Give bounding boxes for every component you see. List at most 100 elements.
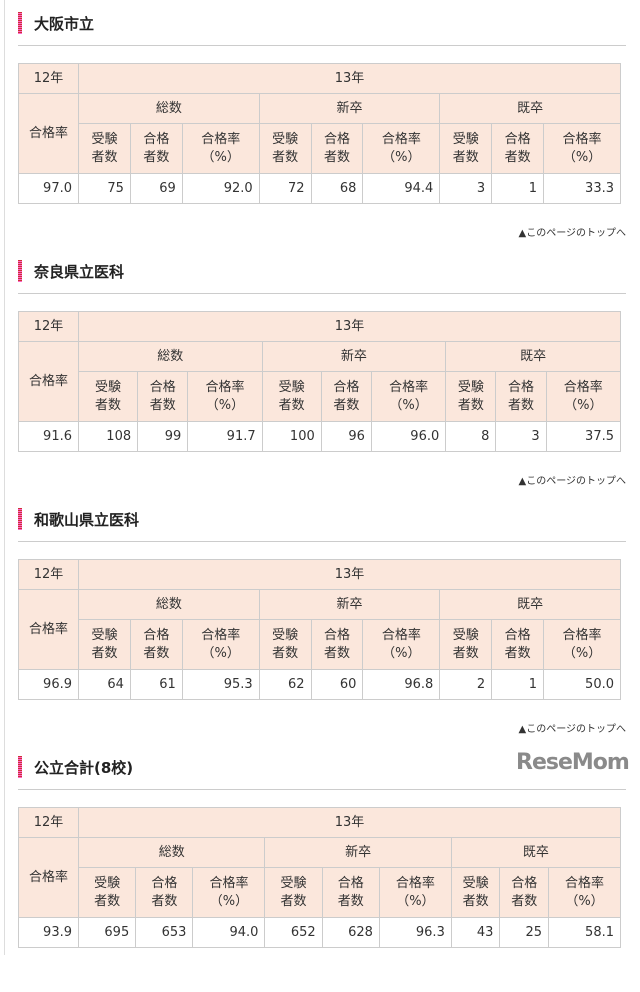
- column-header: 合格率 （%）: [543, 123, 621, 174]
- prev-year-header: 12年: [18, 559, 79, 590]
- column-header: 受験 者数: [264, 867, 323, 918]
- column-header: 受験 者数: [78, 619, 131, 670]
- table-cell: 94.4: [362, 173, 441, 204]
- cur-year-header: 13年: [78, 311, 621, 342]
- pass-rate-header: 合格率: [18, 341, 79, 422]
- group-header: 総数: [77, 837, 266, 868]
- table-cell: 92.0: [181, 173, 260, 204]
- page-top-link[interactable]: ▲このページのトップへ: [518, 724, 627, 735]
- column-header: 合格率 （%）: [192, 867, 266, 918]
- table-cell: 43: [450, 917, 501, 948]
- table-cell: 95.3: [181, 669, 260, 700]
- table-cell: 3: [439, 173, 493, 204]
- table-cell: 69: [129, 173, 183, 204]
- column-header: 受験 者数: [439, 619, 493, 670]
- school-section: 公立合計(8校) 12年 13年 合格率 総数 新卒 既卒 受験 者数 合格 者数 合格率 （%…: [0, 744, 640, 992]
- group-header: 既卒: [445, 341, 621, 372]
- group-header: 新卒: [264, 837, 452, 868]
- cur-year-header: 13年: [78, 807, 621, 838]
- section-heading: 和歌山県立医科: [18, 506, 139, 532]
- table-cell: 96.9: [18, 669, 79, 700]
- page-border: [4, 0, 5, 955]
- heading-marker-icon: [18, 508, 22, 530]
- column-header: 合格 者数: [321, 867, 380, 918]
- column-header: 合格 者数: [320, 371, 372, 422]
- table-cell: 96.0: [370, 421, 447, 452]
- group-header: 既卒: [439, 93, 621, 124]
- column-header: 受験 者数: [450, 867, 501, 918]
- pass-rate-header: 合格率: [18, 837, 79, 918]
- table-cell: 96: [320, 421, 372, 452]
- group-header: 既卒: [439, 589, 621, 620]
- cur-year-header: 13年: [78, 559, 621, 590]
- column-header: 合格 者数: [310, 619, 364, 670]
- table-cell: 93.9: [18, 917, 79, 948]
- results-table: 12年 13年 合格率 総数 新卒 既卒 受験 者数 合格 者数 合格率 （%） 受験 者数 合格 者数…: [18, 63, 621, 204]
- section-title: 公立合計(8校): [34, 758, 134, 777]
- school-section: 奈良県立医科 12年 13年 合格率 総数 新卒 既卒 受験 者数 合格 者数 合格率 （%）受…: [0, 248, 640, 496]
- section-title: 奈良県立医科: [34, 262, 125, 281]
- column-header: 合格率 （%）: [370, 371, 447, 422]
- column-header: 合格率 （%）: [362, 619, 441, 670]
- divider: [18, 789, 626, 790]
- column-header: 合格 者数: [491, 123, 545, 174]
- group-header: 新卒: [261, 341, 447, 372]
- column-header: 合格率 （%）: [545, 371, 622, 422]
- divider: [18, 45, 626, 46]
- column-header: 受験 者数: [258, 619, 312, 670]
- school-section: 大阪市立 12年 13年 合格率 総数 新卒 既卒 受験 者数 合格 者数 合格率 （%） 受験者…: [0, 0, 640, 248]
- table-cell: 50.0: [543, 669, 621, 700]
- school-section: 和歌山県立医科 12年 13年 合格率 総数 新卒 既卒 受験 者数 合格 者数 合格率 （%）…: [0, 496, 640, 744]
- table-cell: 3: [495, 421, 547, 452]
- table-cell: 1: [491, 669, 545, 700]
- table-cell: 99: [137, 421, 189, 452]
- column-header: 合格 者数: [491, 619, 545, 670]
- cur-year-header: 13年: [78, 63, 621, 94]
- table-cell: 695: [77, 917, 137, 948]
- prev-year-header: 12年: [18, 63, 79, 94]
- prev-year-header: 12年: [18, 311, 79, 342]
- table-cell: 1: [491, 173, 545, 204]
- column-header: 合格率 （%）: [187, 371, 263, 422]
- column-header: 合格率 （%）: [362, 123, 441, 174]
- group-header: 総数: [78, 589, 260, 620]
- page-top-link[interactable]: ▲このページのトップへ: [518, 228, 627, 239]
- heading-marker-icon: [18, 260, 22, 282]
- group-header: 新卒: [258, 93, 441, 124]
- group-header: 総数: [78, 93, 260, 124]
- table-cell: 33.3: [543, 173, 621, 204]
- table-cell: 100: [261, 421, 322, 452]
- divider: [18, 293, 626, 294]
- column-header: 合格 者数: [495, 371, 547, 422]
- column-header: 合格率 （%）: [378, 867, 452, 918]
- results-table: 12年 13年 合格率 総数 新卒 既卒 受験 者数 合格 者数 合格率 （%） 受験 者数 合格 者数…: [18, 559, 621, 700]
- table-cell: 64: [78, 669, 131, 700]
- section-title: 和歌山県立医科: [34, 510, 140, 529]
- column-header: 受験 者数: [77, 867, 137, 918]
- column-header: 合格 者数: [310, 123, 364, 174]
- table-cell: 94.0: [192, 917, 266, 948]
- column-header: 受験 者数: [78, 123, 131, 174]
- table-cell: 653: [135, 917, 194, 948]
- table-cell: 62: [258, 669, 312, 700]
- heading-marker-icon: [18, 756, 22, 778]
- section-heading: 大阪市立: [18, 10, 94, 36]
- results-table: 12年 13年 合格率 総数 新卒 既卒 受験 者数 合格 者数 合格率 （%） 受験 者数 合格 者数…: [18, 807, 622, 948]
- page-top-link[interactable]: ▲このページのトップへ: [518, 476, 627, 487]
- table-cell: 68: [310, 173, 364, 204]
- column-header: 受験 者数: [439, 123, 493, 174]
- table-cell: 91.6: [18, 421, 79, 452]
- column-header: 受験 者数: [258, 123, 312, 174]
- table-cell: 96.8: [362, 669, 441, 700]
- pass-rate-header: 合格率: [18, 93, 79, 174]
- table-cell: 97.0: [18, 173, 79, 204]
- column-header: 合格率 （%）: [181, 123, 260, 174]
- group-header: 新卒: [258, 589, 441, 620]
- group-header: 既卒: [450, 837, 622, 868]
- column-header: 合格率 （%）: [543, 619, 621, 670]
- section-title: 大阪市立: [34, 14, 95, 33]
- table-cell: 60: [310, 669, 364, 700]
- group-header: 総数: [78, 341, 263, 372]
- column-header: 合格 者数: [499, 867, 549, 918]
